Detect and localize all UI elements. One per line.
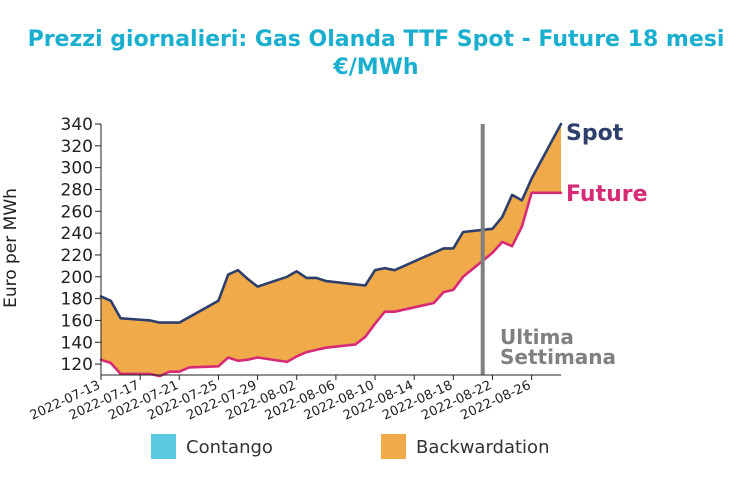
legend-label-backwardation: Backwardation [416,437,549,458]
annotation-line-2: Settimana [500,345,616,369]
x-axis: 2022-07-132022-07-172022-07-212022-07-25… [28,374,561,424]
series-line-future [99,191,563,378]
backwardation-area [101,124,561,377]
y-tick-label: 240 [61,224,93,244]
y-tick-label: 340 [61,115,93,135]
y-tick-label: 160 [61,311,93,331]
y-tick-label: 280 [61,180,93,200]
legend-label-contango: Contango [186,437,273,458]
y-tick-label: 320 [61,137,93,157]
y-tick-label: 140 [61,333,93,353]
y-axis-label: Euro per MWh [1,188,21,308]
y-tick-label: 200 [61,268,93,288]
legend: Contango Backwardation [151,434,549,459]
series-label-spot: Spot [566,121,624,146]
y-tick-label: 180 [61,290,93,310]
legend-swatch-contango [151,434,176,459]
series-label-future: Future [566,182,648,207]
plot-area [99,122,563,378]
chart-title: Prezzi giornalieri: Gas Olanda TTF Spot … [28,27,725,52]
legend-swatch-backwardation [381,434,406,459]
y-tick-label: 260 [61,202,93,222]
chart-subtitle: €/MWh [332,55,418,80]
y-tick-label: 220 [61,246,93,266]
annotation-line-1: Ultima [500,325,574,349]
series-line-spot [99,122,563,324]
y-tick-label: 120 [61,355,93,375]
y-tick-label: 300 [61,159,93,179]
